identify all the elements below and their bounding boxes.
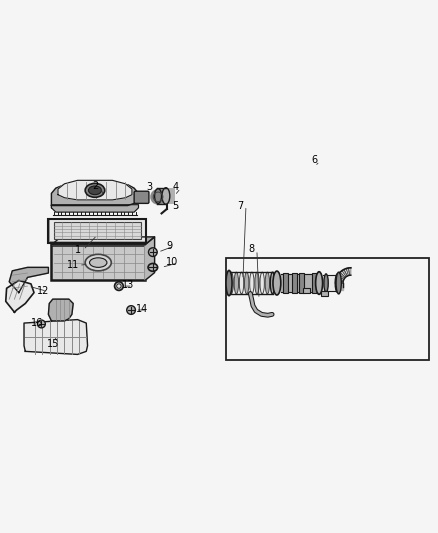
Polygon shape — [9, 268, 48, 293]
Polygon shape — [6, 280, 34, 312]
Polygon shape — [339, 272, 345, 278]
Ellipse shape — [229, 272, 233, 294]
Text: 14: 14 — [136, 304, 148, 314]
Text: 9: 9 — [166, 240, 172, 251]
Bar — [53, 222, 141, 239]
Ellipse shape — [335, 274, 339, 292]
Polygon shape — [342, 270, 347, 277]
Polygon shape — [337, 274, 345, 279]
Polygon shape — [336, 281, 343, 283]
Ellipse shape — [270, 272, 275, 294]
Text: 11: 11 — [67, 260, 79, 270]
Bar — [51, 245, 145, 280]
Polygon shape — [336, 283, 343, 289]
Ellipse shape — [226, 270, 232, 296]
Ellipse shape — [250, 272, 254, 294]
Ellipse shape — [85, 254, 111, 271]
Ellipse shape — [244, 272, 249, 294]
Bar — [321, 291, 328, 296]
Text: 1: 1 — [74, 245, 81, 255]
Circle shape — [148, 248, 157, 256]
Bar — [157, 188, 175, 204]
Polygon shape — [145, 237, 155, 280]
Ellipse shape — [260, 272, 265, 294]
Text: 10: 10 — [166, 257, 179, 267]
Bar — [48, 219, 146, 243]
Bar — [292, 273, 297, 293]
Circle shape — [117, 284, 121, 288]
Text: 12: 12 — [36, 286, 49, 296]
Text: 3: 3 — [146, 182, 152, 192]
Circle shape — [115, 282, 123, 290]
Ellipse shape — [88, 186, 102, 195]
Polygon shape — [344, 269, 349, 276]
Polygon shape — [58, 180, 132, 200]
Ellipse shape — [155, 189, 162, 204]
Polygon shape — [24, 320, 88, 354]
Text: 2: 2 — [92, 181, 98, 191]
Bar — [49, 220, 145, 241]
Circle shape — [38, 320, 46, 328]
Bar — [226, 258, 429, 360]
Polygon shape — [336, 278, 343, 282]
Bar — [48, 219, 146, 243]
Ellipse shape — [89, 258, 107, 268]
Polygon shape — [323, 275, 339, 291]
Polygon shape — [51, 184, 138, 206]
Ellipse shape — [324, 274, 328, 292]
Text: 6: 6 — [312, 155, 318, 165]
Ellipse shape — [85, 183, 105, 197]
Text: 5: 5 — [172, 200, 179, 211]
Text: 16: 16 — [31, 318, 43, 328]
Ellipse shape — [316, 272, 322, 294]
Text: 7: 7 — [238, 200, 244, 211]
Polygon shape — [51, 237, 155, 245]
Text: 15: 15 — [47, 338, 60, 349]
Ellipse shape — [234, 272, 239, 294]
Polygon shape — [51, 205, 138, 212]
Bar — [303, 288, 310, 293]
Bar — [312, 273, 318, 293]
Polygon shape — [336, 276, 344, 280]
Polygon shape — [346, 268, 350, 276]
Text: 13: 13 — [121, 280, 134, 290]
Bar — [283, 273, 288, 293]
Circle shape — [127, 305, 135, 314]
Ellipse shape — [239, 272, 244, 294]
Text: 8: 8 — [249, 244, 255, 254]
Ellipse shape — [265, 272, 269, 294]
Polygon shape — [349, 268, 351, 276]
Ellipse shape — [273, 271, 281, 295]
Text: 4: 4 — [173, 182, 179, 192]
FancyBboxPatch shape — [134, 191, 149, 204]
Ellipse shape — [148, 263, 158, 271]
Ellipse shape — [336, 272, 341, 294]
Ellipse shape — [162, 188, 170, 204]
Polygon shape — [340, 271, 346, 278]
Polygon shape — [48, 299, 73, 321]
Ellipse shape — [255, 272, 259, 294]
Polygon shape — [281, 274, 319, 292]
Bar — [299, 273, 304, 293]
